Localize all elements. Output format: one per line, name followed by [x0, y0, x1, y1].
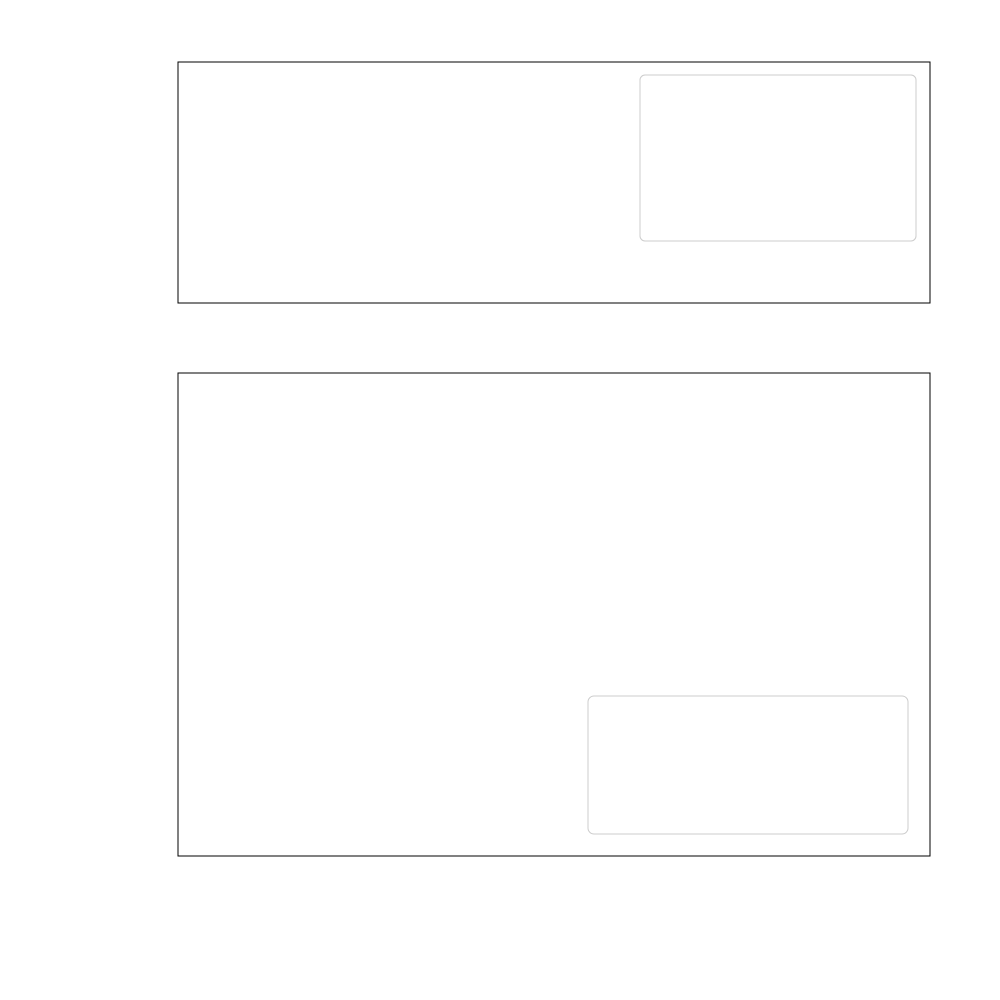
bottom-legend	[588, 696, 908, 834]
top-legend	[640, 75, 916, 241]
bottom-legend-box	[588, 696, 908, 834]
top-legend-box	[640, 75, 916, 241]
